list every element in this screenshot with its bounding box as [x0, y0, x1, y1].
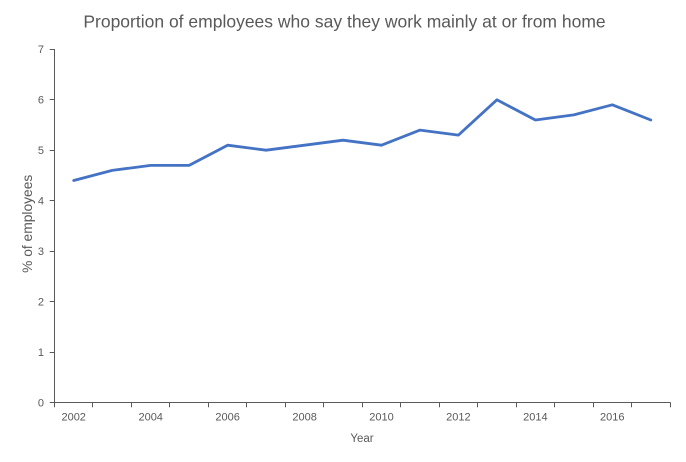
svg-text:2: 2 [38, 296, 44, 308]
svg-text:2016: 2016 [600, 412, 624, 424]
svg-text:Year: Year [350, 433, 373, 445]
svg-text:0: 0 [38, 397, 44, 409]
svg-text:2006: 2006 [215, 412, 239, 424]
svg-text:Proportion of employees who sa: Proportion of employees who say they wor… [83, 12, 605, 32]
svg-text:2010: 2010 [369, 412, 393, 424]
svg-text:2012: 2012 [446, 412, 470, 424]
svg-text:6: 6 [38, 95, 44, 107]
svg-text:2008: 2008 [292, 412, 316, 424]
svg-text:7: 7 [38, 44, 44, 56]
svg-text:2004: 2004 [138, 412, 162, 424]
svg-text:5: 5 [38, 145, 44, 157]
svg-text:1: 1 [38, 347, 44, 359]
svg-text:2002: 2002 [61, 412, 85, 424]
svg-text:% of employees: % of employees [20, 175, 35, 273]
svg-text:2014: 2014 [523, 412, 547, 424]
svg-text:4: 4 [38, 196, 44, 208]
svg-text:3: 3 [38, 246, 44, 258]
